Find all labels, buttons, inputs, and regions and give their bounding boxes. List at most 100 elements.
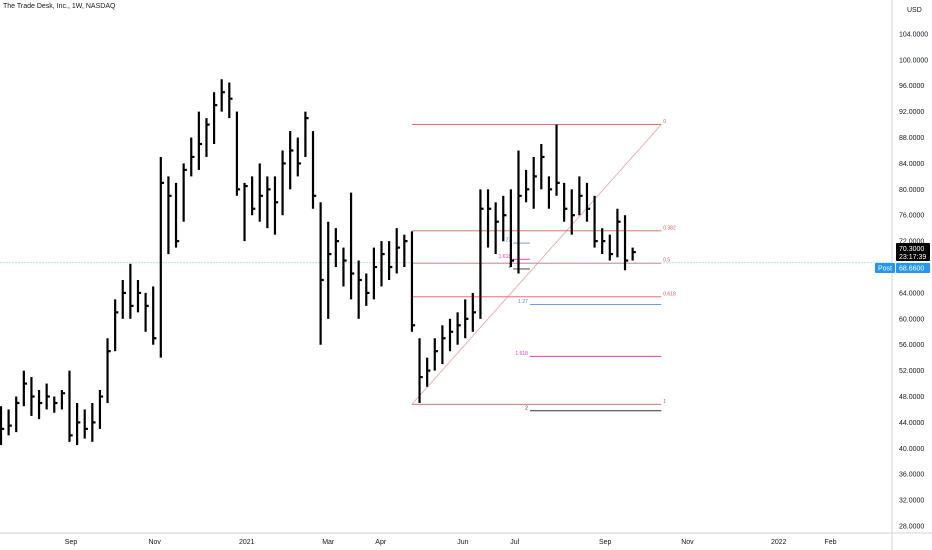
ohlc-bar bbox=[540, 144, 545, 190]
ohlc-bar bbox=[258, 163, 263, 222]
ohlc-bar bbox=[15, 396, 20, 433]
time-tick-label: Nov bbox=[148, 539, 161, 546]
ohlc-bar bbox=[75, 402, 81, 446]
ohlc-bar bbox=[593, 195, 598, 248]
price-tick-label: 60.0000 bbox=[899, 316, 924, 323]
ohlc-bar bbox=[129, 263, 134, 319]
fib-level-label: 2 bbox=[525, 405, 528, 411]
fib-level-label: 1.27 bbox=[518, 299, 528, 305]
ohlc-bar bbox=[486, 189, 492, 248]
price-tick-label: 100.0000 bbox=[899, 57, 928, 64]
ohlc-bar bbox=[448, 318, 454, 352]
ohlc-bar bbox=[342, 247, 347, 287]
ohlc-bar bbox=[357, 260, 362, 319]
price-tick-label: 104.0000 bbox=[899, 31, 928, 38]
ohlc-bar bbox=[547, 176, 553, 209]
ohlc-bar bbox=[372, 247, 378, 300]
fib-level-label: 0.382 bbox=[663, 225, 676, 231]
price-tick-label: 48.0000 bbox=[899, 394, 924, 401]
price-tick-label: 44.0000 bbox=[899, 420, 924, 427]
ohlc-bar bbox=[106, 338, 111, 403]
ohlc-bar bbox=[585, 182, 591, 222]
price-tick-label: 28.0000 bbox=[899, 524, 924, 531]
ohlc-bar bbox=[296, 137, 301, 177]
ohlc-bar bbox=[623, 215, 629, 271]
ohlc-bar bbox=[388, 241, 393, 280]
ohlc-bar bbox=[190, 137, 195, 177]
fib-level-label: 0.618 bbox=[663, 291, 676, 297]
ohlc-bar bbox=[433, 338, 438, 371]
price-tick-label: 92.0000 bbox=[899, 109, 924, 116]
ohlc-bar bbox=[532, 156, 537, 209]
ohlc-bar bbox=[273, 176, 279, 235]
time-tick-label: Sep bbox=[599, 539, 612, 546]
price-tick-label: 64.0000 bbox=[899, 290, 924, 297]
price-axis[interactable]: 28.0000 32.0000 36.0000 40.0000 44.0000 48.00… bbox=[899, 31, 928, 530]
ohlc-bar bbox=[555, 124, 560, 196]
ohlc-bar bbox=[144, 292, 149, 332]
time-tick-label: Apr bbox=[375, 539, 387, 546]
fib-level-label: 1.27 bbox=[501, 238, 511, 244]
ohlc-bar bbox=[319, 202, 324, 345]
ohlc-bar bbox=[608, 234, 613, 261]
ohlc-bar bbox=[152, 286, 157, 345]
ohlc-bar bbox=[479, 189, 484, 319]
ohlc-bar bbox=[441, 325, 446, 365]
price-tick-label: 96.0000 bbox=[899, 83, 924, 90]
ohlc-bar bbox=[205, 118, 210, 157]
time-tick-label: Jun bbox=[457, 539, 468, 546]
fib-level-label: 1.618 bbox=[515, 351, 528, 357]
price-tick-label: 84.0000 bbox=[899, 161, 924, 168]
ohlc-bar bbox=[471, 292, 477, 332]
ohlc-bar bbox=[159, 156, 165, 358]
price-tick-label: 52.0000 bbox=[899, 368, 924, 375]
fib-trend-line bbox=[411, 124, 662, 405]
currency-label: USD bbox=[907, 7, 922, 14]
ohlc-bar bbox=[494, 202, 499, 255]
ohlc-bar bbox=[83, 409, 88, 439]
ohlc-bar bbox=[91, 402, 96, 442]
price-tick-label: 36.0000 bbox=[899, 472, 924, 479]
ohlc-bar bbox=[22, 370, 28, 407]
ohlc-bar bbox=[631, 247, 636, 261]
time-tick-label: 2022 bbox=[771, 539, 787, 546]
ohlc-bar bbox=[517, 150, 522, 274]
ohlc-bar bbox=[228, 82, 233, 119]
price-tick-label: 76.0000 bbox=[899, 213, 924, 220]
ohlc-bar bbox=[570, 189, 575, 235]
ohlc-bar bbox=[524, 169, 530, 203]
post-price-value: 68.6600 bbox=[899, 266, 924, 273]
time-tick-label: Mar bbox=[322, 539, 335, 546]
ohlc-bar bbox=[289, 131, 294, 190]
ohlc-bar bbox=[266, 176, 271, 229]
ohlc-bar bbox=[220, 79, 225, 112]
ohlc-bar bbox=[410, 231, 416, 332]
ohlc-bar bbox=[395, 228, 400, 274]
ohlc-bar bbox=[167, 176, 172, 255]
ohlc-bar bbox=[174, 182, 180, 248]
time-tick-label: 2021 bbox=[239, 539, 255, 546]
ohlc-bar bbox=[334, 228, 340, 268]
ohlc-bar bbox=[304, 111, 309, 157]
ohlc-bar bbox=[68, 370, 73, 442]
ohlc-bar bbox=[235, 111, 241, 196]
ohlc-bar bbox=[45, 383, 50, 410]
time-tick-label: Nov bbox=[681, 539, 694, 546]
price-tick-label: 80.0000 bbox=[899, 187, 924, 194]
ohlc-bar bbox=[426, 357, 431, 387]
fib-level-label: 1 bbox=[663, 399, 666, 405]
ohlc-bar bbox=[251, 176, 256, 216]
price-tick-label: 56.0000 bbox=[899, 342, 924, 349]
ohlc-bar bbox=[563, 182, 568, 222]
time-axis[interactable]: Sep Nov 2021 Mar Apr Jun Jul Sep Nov 2022 Feb bbox=[65, 539, 837, 546]
time-tick-label: Feb bbox=[824, 539, 836, 546]
ohlc-bar bbox=[136, 279, 142, 313]
ohlc-bar bbox=[197, 111, 203, 170]
ohlc-bar bbox=[403, 234, 408, 268]
ohlc-bar bbox=[502, 195, 507, 242]
ohlc-bar bbox=[53, 396, 58, 413]
time-tick-label: Sep bbox=[65, 539, 78, 546]
ohlc-bar bbox=[464, 299, 469, 339]
